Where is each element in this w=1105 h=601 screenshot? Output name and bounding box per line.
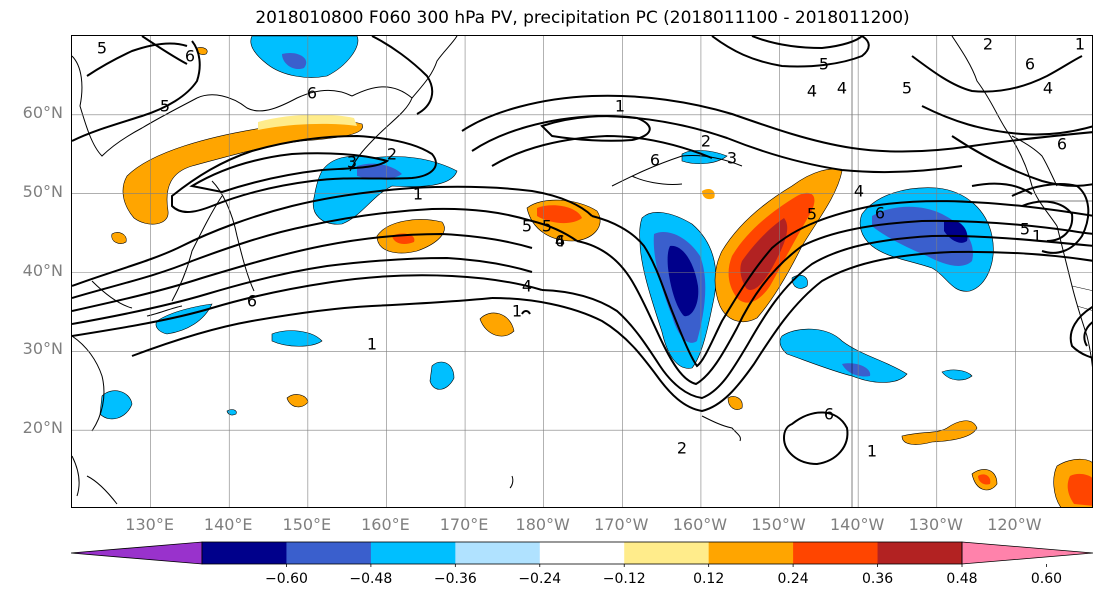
latitude-label: 60°N [22, 102, 63, 122]
colorbar-tick-label: −0.24 [518, 571, 562, 587]
longitude-label: 180°W [515, 515, 570, 534]
pv-contour-label: 5 [1020, 220, 1030, 239]
pv-contour-label: 4 [1043, 79, 1053, 98]
pv-contour-label: 2 [701, 132, 711, 151]
pv-contour-label: 6 [824, 405, 834, 424]
pv-contours [72, 36, 1092, 466]
pv-contour-label: 5 [522, 217, 532, 236]
pv-contour-label: 5 [902, 79, 912, 98]
pv-contour-label: 2 [677, 439, 687, 458]
colorbar-outline [201, 541, 963, 565]
pv-contour-label: 1 [512, 302, 522, 321]
colorbar-tick-label: 0.12 [693, 571, 725, 587]
pv-contour-label: 1 [615, 97, 625, 116]
pv-contour-label: 4 [837, 79, 847, 98]
colorbar-bin [877, 542, 963, 564]
pv-contour-label: 6 [650, 151, 660, 170]
pv-contour-label: 3 [347, 153, 357, 172]
pv-contour-label: 4 [807, 82, 817, 101]
colorbar-bin [793, 542, 879, 564]
pv-contour-label: 5 [819, 55, 829, 74]
pv-contour-label: 1 [1032, 227, 1042, 246]
colorbar-tick-label: −0.12 [602, 571, 646, 587]
pv-contour-label: 5 [97, 39, 107, 58]
colorbar-tick-label: 0.24 [777, 571, 809, 587]
longitude-label: 150°E [282, 515, 332, 534]
colorbar-tick-label: −0.60 [264, 571, 308, 587]
longitude-label: 120°W [987, 515, 1042, 534]
pv-contour-label: 6 [555, 232, 565, 251]
colorbar-tick-label: 0.60 [1030, 571, 1063, 587]
colorbar-tick-label: 0.48 [946, 571, 978, 587]
longitude-label: 170°E [439, 515, 489, 534]
pv-contour-label: 4 [555, 232, 565, 251]
pv-contour-label: 1 [367, 335, 377, 354]
colorbar [71, 541, 1093, 567]
colorbar-tick-label: −0.36 [433, 571, 477, 587]
pv-contour-label: 3 [727, 149, 737, 168]
longitude-label: 150°W [751, 515, 806, 534]
latitude-label: 30°N [22, 339, 63, 359]
pv-contour-label: 6 [875, 204, 885, 223]
colorbar-tick-label: 0.36 [861, 571, 894, 587]
pv-contour-label: 6 [307, 84, 317, 103]
gridlines [72, 36, 1092, 507]
latitude-label: 50°N [22, 181, 63, 201]
colorbar-bin [286, 542, 372, 564]
pv-contour-label: 6 [1057, 135, 1067, 154]
pv-contour-label: 6 [185, 47, 195, 66]
colorbar-extend-max [961, 541, 1093, 565]
longitude-label: 160°W [672, 515, 728, 534]
pv-contour-label: 1 [1075, 36, 1085, 54]
colorbar-bin [202, 542, 287, 564]
pv-contour-label: 5 [807, 205, 817, 224]
longitude-label: 130°E [125, 515, 174, 534]
pv-contour-label: 4 [854, 182, 864, 201]
colorbar-bin [455, 542, 541, 564]
colorbar-bin [708, 542, 794, 564]
pv-contour-label: 5 [542, 217, 552, 236]
pv-contour-label: 5 [160, 97, 170, 116]
colorbar-bin [370, 542, 456, 564]
pv-contour-label: 4 [522, 277, 532, 296]
colorbar-extend-min [71, 541, 203, 565]
pv-contour-label: 6 [1025, 55, 1035, 74]
colorbar-tick-label: −0.48 [349, 571, 393, 587]
map-title: 2018010800 F060 300 hPa PV, precipitatio… [255, 8, 910, 28]
pv-contour-label: 2 [983, 36, 993, 54]
longitude-label: 160°E [361, 515, 410, 534]
negative-anomaly-north [250, 36, 359, 78]
colorbar-bin [624, 542, 710, 564]
latitude-label: 40°N [22, 260, 63, 280]
pv-contour-label: 1 [867, 442, 877, 461]
longitude-label: 170°W [594, 515, 649, 534]
pv-contour-label: 6 [247, 292, 257, 311]
pv-contour-label: 2 [387, 145, 397, 164]
colorbar-bin [539, 542, 625, 564]
pv-contour-label: 1 [413, 185, 423, 204]
precipitation-fills [99, 36, 1092, 507]
longitude-label: 130°W [908, 515, 963, 534]
longitude-label: 140°E [203, 515, 253, 534]
longitude-label: 140°W [829, 515, 885, 534]
latitude-label: 20°N [22, 418, 63, 438]
